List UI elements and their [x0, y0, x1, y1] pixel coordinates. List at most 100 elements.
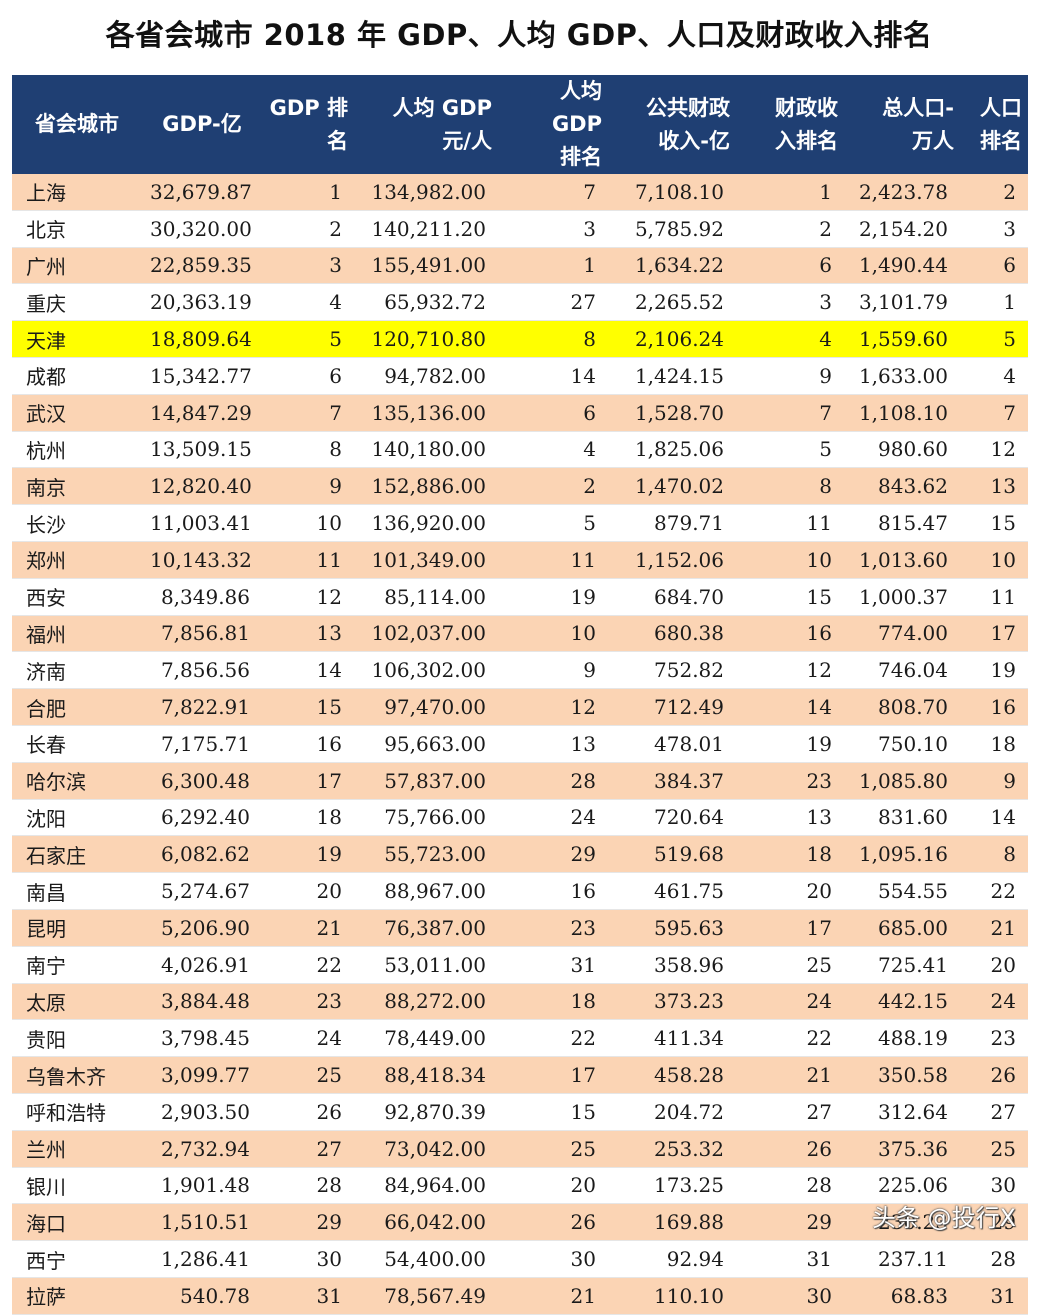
cell-gdp-rank: 24	[262, 1019, 354, 1058]
cell-fiscal-rank: 19	[736, 725, 844, 763]
cell-gdp-per-capita: 73,042.00	[354, 1130, 498, 1168]
cell-gdp: 3,884.48	[142, 983, 262, 1021]
cell-fiscal-revenue: 879.71	[608, 504, 736, 542]
cell-fiscal-rank: 2	[736, 210, 844, 248]
cell-city: 杭州	[12, 431, 142, 469]
header-gdp: GDP-亿	[142, 75, 262, 174]
cell-population-rank: 1	[960, 283, 1028, 322]
header-gdp-rank: GDP 排名	[262, 75, 354, 174]
cell-population: 230.23	[844, 1203, 960, 1242]
cell-population: 1,013.60	[844, 541, 960, 579]
cell-gdp-per-capita-rank: 7	[498, 174, 608, 211]
cell-population-rank: 24	[960, 983, 1028, 1021]
cell-gdp: 22,859.35	[142, 247, 262, 285]
cell-gdp-per-capita: 135,136.00	[354, 394, 498, 432]
cell-gdp-per-capita-rank: 6	[498, 394, 608, 432]
cell-population-rank: 20	[960, 946, 1028, 984]
header-city: 省会城市	[12, 75, 142, 174]
cell-gdp-rank: 21	[262, 909, 354, 947]
cell-gdp-rank: 16	[262, 725, 354, 763]
table-row: 哈尔滨 6,300.48 17 57,837.00 28 384.37 23 1,085.80…	[12, 762, 1028, 800]
cell-population: 980.60	[844, 431, 960, 469]
table-row: 成都 15,342.77 6 94,782.00 14 1,424.15 9 1,633.00…	[12, 357, 1028, 395]
cell-fiscal-revenue: 92.94	[608, 1240, 736, 1278]
table-row: 乌鲁木齐 3,099.77 25 88,418.34 17 458.28 21 350.58 2…	[12, 1056, 1028, 1094]
cell-population: 375.36	[844, 1130, 960, 1168]
cell-gdp-rank: 3	[262, 247, 354, 285]
cell-population: 237.11	[844, 1240, 960, 1278]
cell-fiscal-rank: 5	[736, 431, 844, 469]
cell-gdp-per-capita-rank: 18	[498, 983, 608, 1021]
cell-gdp-rank: 27	[262, 1130, 354, 1168]
cell-population-rank: 15	[960, 504, 1028, 542]
cell-fiscal-rank: 8	[736, 467, 844, 506]
cell-gdp-per-capita: 152,886.00	[354, 467, 498, 506]
cell-fiscal-rank: 15	[736, 578, 844, 616]
cell-population-rank: 31	[960, 1277, 1028, 1315]
cell-gdp-per-capita: 140,180.00	[354, 431, 498, 469]
cell-fiscal-revenue: 1,825.06	[608, 431, 736, 469]
cell-gdp: 5,206.90	[142, 909, 262, 947]
table-row: 福州 7,856.81 13 102,037.00 10 680.38 16 774.00 17	[12, 615, 1028, 653]
table-row: 南昌 5,274.67 20 88,967.00 16 461.75 20 554.55 22	[12, 872, 1028, 910]
cell-gdp: 15,342.77	[142, 357, 262, 395]
cell-fiscal-rank: 3	[736, 283, 844, 322]
cell-fiscal-revenue: 1,424.15	[608, 357, 736, 395]
table-row: 武汉 14,847.29 7 135,136.00 6 1,528.70 7 1,108.10…	[12, 394, 1028, 432]
cell-gdp-rank: 20	[262, 872, 354, 910]
cell-fiscal-rank: 29	[736, 1203, 844, 1242]
cell-gdp: 4,026.91	[142, 946, 262, 984]
cell-population: 350.58	[844, 1056, 960, 1094]
cell-population: 1,490.44	[844, 247, 960, 285]
table-row: 石家庄 6,082.62 19 55,723.00 29 519.68 18 1,095.16…	[12, 835, 1028, 874]
cell-gdp-rank: 15	[262, 688, 354, 726]
cell-gdp-per-capita: 106,302.00	[354, 651, 498, 690]
header-gdp-line: GDP-亿	[162, 112, 242, 136]
cell-gdp: 11,003.41	[142, 504, 262, 542]
cell-city: 武汉	[12, 394, 142, 432]
cell-fiscal-rank: 22	[736, 1019, 844, 1058]
cell-gdp-rank: 28	[262, 1167, 354, 1205]
table-row: 济南 7,856.56 14 106,302.00 9 752.82 12 746.04 19	[12, 651, 1028, 690]
cell-population-rank: 6	[960, 247, 1028, 285]
cell-gdp-per-capita-rank: 4	[498, 431, 608, 469]
cell-fiscal-revenue: 2,265.52	[608, 283, 736, 322]
cell-gdp-per-capita: 54,400.00	[354, 1240, 498, 1278]
cell-fiscal-rank: 31	[736, 1240, 844, 1278]
cell-fiscal-rank: 28	[736, 1167, 844, 1205]
cell-gdp: 540.78	[142, 1277, 262, 1315]
cell-fiscal-revenue: 204.72	[608, 1093, 736, 1131]
cell-city: 南昌	[12, 872, 142, 910]
table-row: 沈阳 6,292.40 18 75,766.00 24 720.64 13 831.60 14	[12, 799, 1028, 837]
cell-city: 南宁	[12, 946, 142, 984]
table-row: 长沙 11,003.41 10 136,920.00 5 879.71 11 815.47 15	[12, 504, 1028, 542]
cell-gdp-rank: 23	[262, 983, 354, 1021]
cell-gdp: 5,274.67	[142, 872, 262, 910]
header-fiscal-revenue-line: 收入-亿	[658, 128, 730, 153]
cell-gdp: 20,363.19	[142, 283, 262, 322]
cell-population-rank: 13	[960, 467, 1028, 506]
cell-population: 442.15	[844, 983, 960, 1021]
cell-gdp-per-capita-rank: 11	[498, 541, 608, 579]
table-row: 昆明 5,206.90 21 76,387.00 23 595.63 17 685.00 21	[12, 909, 1028, 947]
cell-gdp-per-capita: 155,491.00	[354, 247, 498, 285]
table-header-row: 省会城市 GDP-亿 GDP 排名人均 GDP 元/人 人均 GDP 排名 公共财政 收入-亿…	[12, 75, 1028, 174]
cell-gdp-per-capita: 95,663.00	[354, 725, 498, 763]
cell-fiscal-revenue: 384.37	[608, 762, 736, 800]
cell-city: 拉萨	[12, 1277, 142, 1315]
cell-gdp: 3,099.77	[142, 1056, 262, 1094]
cell-fiscal-rank: 13	[736, 799, 844, 837]
cell-gdp-rank: 7	[262, 394, 354, 432]
cell-gdp: 32,679.87	[142, 174, 262, 211]
cell-city: 福州	[12, 615, 142, 653]
cell-gdp-per-capita: 55,723.00	[354, 835, 498, 874]
cell-fiscal-revenue: 173.25	[608, 1167, 736, 1205]
cell-fiscal-rank: 21	[736, 1056, 844, 1094]
cell-gdp: 7,856.56	[142, 651, 262, 690]
cell-gdp: 14,847.29	[142, 394, 262, 432]
cell-gdp: 6,300.48	[142, 762, 262, 800]
table-row: 郑州 10,143.32 11 101,349.00 11 1,152.06 10 1,013…	[12, 541, 1028, 579]
cell-population-rank: 17	[960, 615, 1028, 653]
cell-gdp-per-capita-rank: 26	[498, 1203, 608, 1242]
cell-city: 长沙	[12, 504, 142, 542]
